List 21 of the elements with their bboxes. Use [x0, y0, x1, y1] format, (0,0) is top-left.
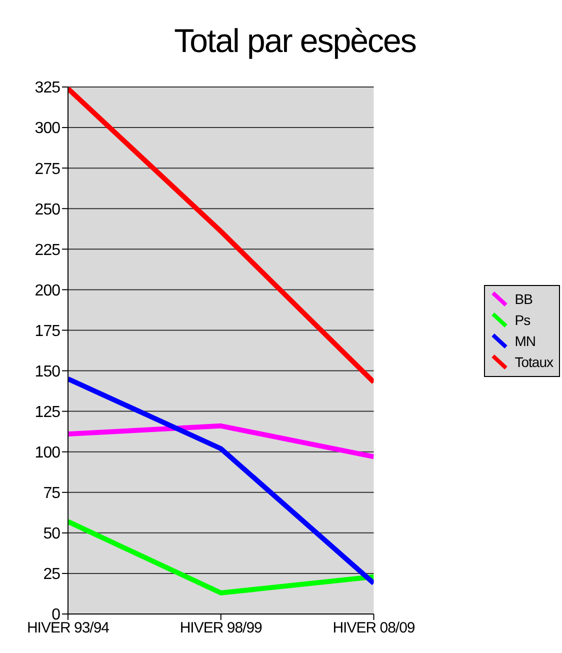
x-tick-label: HIVER 98/99 — [180, 620, 262, 637]
y-tick-label: 100 — [34, 444, 61, 462]
legend-label: Ps — [514, 312, 530, 328]
y-tick-label: 150 — [34, 363, 61, 380]
chart-title: Total par espèces — [173, 22, 417, 60]
legend-label: BB — [514, 291, 532, 307]
y-tick-label: 75 — [43, 485, 61, 502]
y-tick-label: 50 — [43, 526, 61, 543]
y-tick-label: 25 — [43, 566, 61, 584]
y-tick-label: 125 — [34, 404, 61, 421]
x-tick-label: HIVER 93/94 — [26, 620, 110, 637]
y-tick-label: 275 — [34, 160, 61, 178]
y-tick-label: 225 — [34, 242, 61, 259]
y-tick-label: 300 — [34, 120, 61, 138]
legend-label: MN — [514, 333, 536, 349]
x-tick-label: HIVER 08/09 — [332, 620, 415, 637]
y-tick-label: 200 — [34, 282, 61, 300]
y-tick-label: 175 — [34, 322, 61, 340]
y-tick-label: 250 — [34, 201, 61, 218]
y-tick-label: 325 — [34, 80, 61, 97]
legend-label: Totaux — [514, 354, 553, 370]
